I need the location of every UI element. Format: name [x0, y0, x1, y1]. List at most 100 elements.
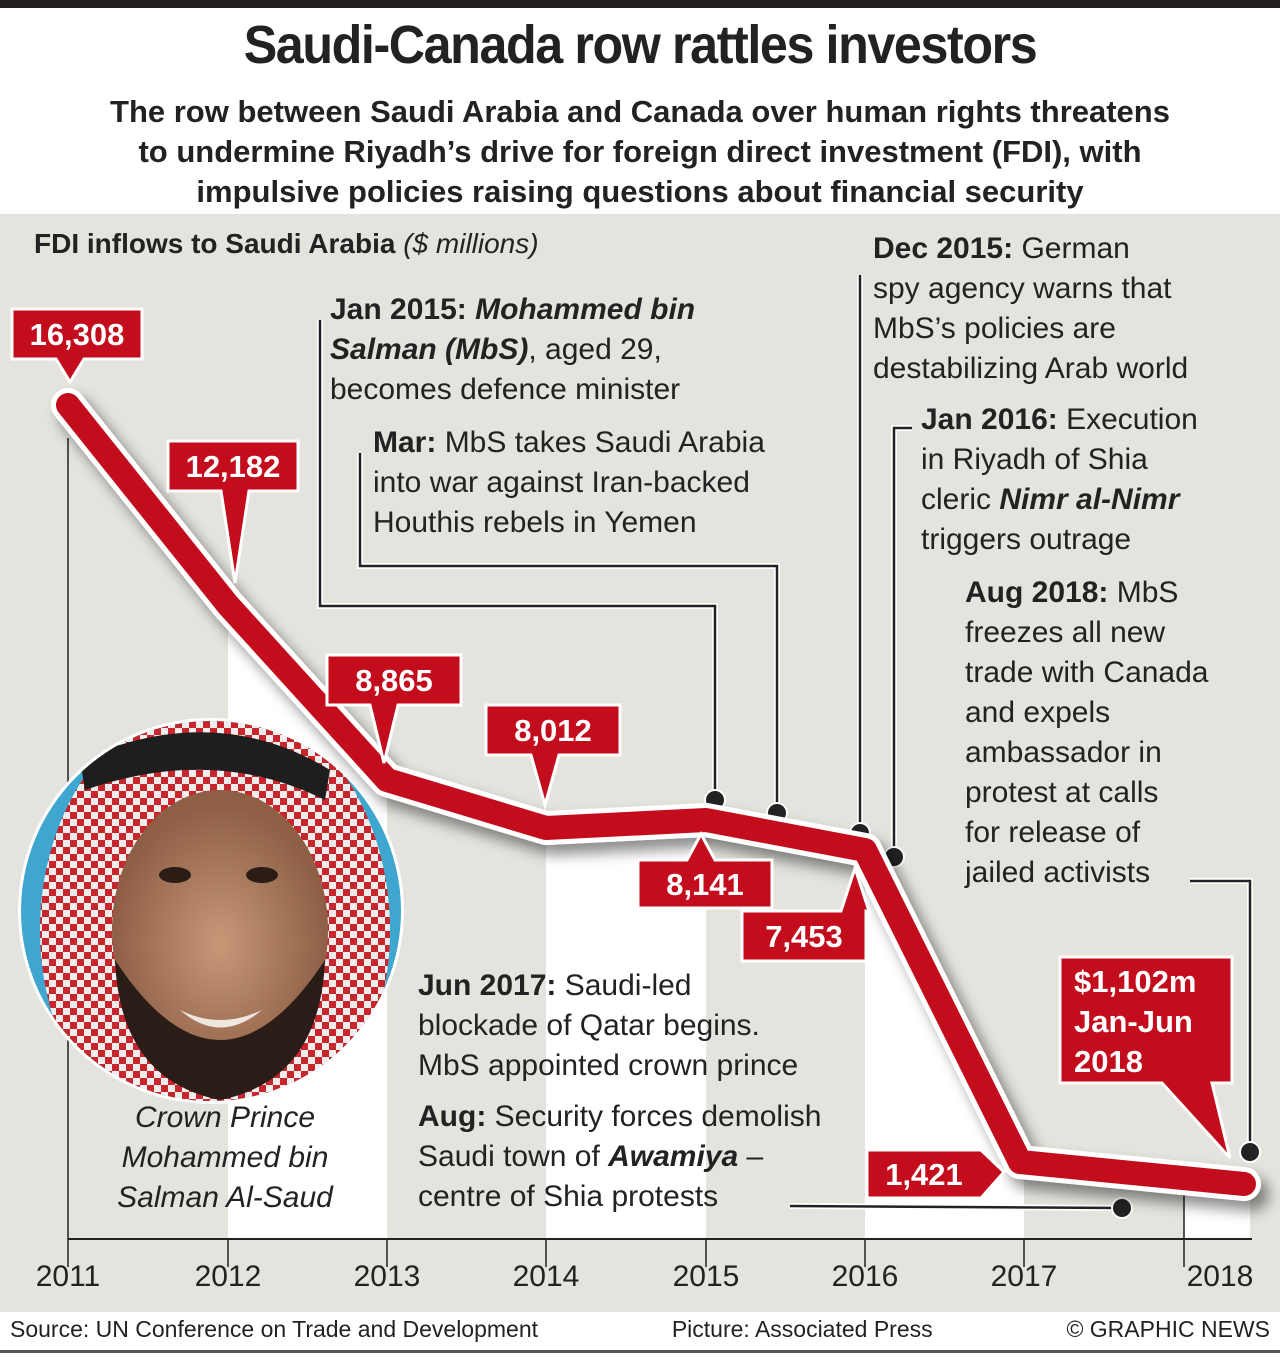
annotation-text: Awamiya	[608, 1140, 739, 1173]
connector-line	[892, 426, 912, 857]
value-label: 8,141	[666, 867, 744, 902]
annotation-text: Jan 2016:	[921, 403, 1067, 436]
x-tick-label: 2011	[35, 1260, 101, 1293]
connector-dot	[1241, 1143, 1259, 1161]
annotation-text: protest at calls	[965, 776, 1159, 809]
annotation-line: blockade of Qatar begins.	[418, 1006, 798, 1046]
connector-line	[1190, 879, 1252, 1152]
x-tick-label: 2016	[831, 1260, 899, 1293]
value-label: $1,102m	[1074, 964, 1196, 999]
annotation-line: Houthis rebels in Yemen	[373, 503, 765, 543]
annotation-line: MbS’s policies are	[873, 309, 1188, 349]
annotation-line: Mar: MbS takes Saudi Arabia	[373, 423, 765, 463]
value-callout	[865, 1148, 1007, 1200]
value-callout	[325, 653, 463, 764]
annotation-text: and expels	[965, 696, 1111, 729]
value-labels: 16,308 12,182 8,865 8,012 8,141 7,453 1,421 $1,…	[10, 307, 1234, 1200]
annotation-line: Aug 2018: MbS	[965, 573, 1209, 613]
annotation-text: Execution	[1066, 403, 1198, 436]
x-tick-label: 2012	[194, 1260, 262, 1293]
annotation-text: cleric	[921, 483, 1000, 516]
annotation-text: in Riyadh of Shia	[921, 443, 1148, 476]
bottom-rule	[0, 1350, 1280, 1353]
source-credit: Source: UN Conference on Trade and Devel…	[10, 1316, 539, 1342]
annotation-line: Jun 2017: Saudi-led	[418, 966, 798, 1006]
annotation-text: Nimr al-Nimr	[999, 483, 1180, 516]
annotation-text: Aug:	[418, 1100, 495, 1133]
value-label: 1,421	[885, 1157, 963, 1192]
annotation-jan2015: Jan 2015: Mohammed bin Salman (MbS), aged…	[330, 290, 695, 410]
annotation-text: MbS’s policies are	[873, 312, 1116, 345]
value-label: 7,453	[765, 919, 843, 954]
annotation-line: becomes defence minister	[330, 370, 695, 410]
annotation-text: Jun 2017:	[418, 969, 565, 1002]
annotation-text: Dec 2015:	[873, 232, 1022, 265]
annotation-line: Dec 2015: German	[873, 229, 1188, 269]
annotation-jun2017: Jun 2017: Saudi-led blockade of Qatar beg…	[418, 966, 798, 1086]
subtitle-line: to undermine Riyadh’s drive for foreign …	[138, 134, 1142, 169]
value-label: Jan-Jun	[1074, 1004, 1193, 1039]
top-rule	[0, 0, 1280, 8]
annotation-line: into war against Iran-backed	[373, 463, 765, 503]
annotation-text: MbS takes Saudi Arabia	[444, 426, 765, 459]
x-tick-label: 2015	[672, 1260, 740, 1293]
annotation-line: protest at calls	[965, 773, 1209, 813]
annotation-text: Houthis rebels in Yemen	[373, 506, 697, 539]
portrait-photo	[18, 718, 404, 1104]
annotation-text: , aged 29,	[528, 333, 662, 366]
subtitle-line: The row between Saudi Arabia and Canada …	[110, 94, 1170, 129]
annotation-line: ambassador in	[965, 733, 1209, 773]
annotation-text: becomes defence minister	[330, 373, 681, 406]
column-band	[546, 820, 706, 1239]
annotation-text: trade with Canada	[965, 656, 1209, 689]
annotation-text: freezes all new	[965, 616, 1166, 649]
value-callout	[740, 863, 872, 963]
chart-units: ($ millions)	[403, 228, 539, 259]
picture-credit: Picture: Associated Press	[671, 1316, 933, 1342]
annotation-text: Saudi-led	[564, 969, 692, 1002]
annotation-jan2016: Jan 2016: Execution in Riyadh of Shia cler…	[921, 400, 1198, 560]
annotation-text: jailed activists	[965, 856, 1151, 889]
copyright: © GRAPHIC NEWS	[1066, 1316, 1270, 1342]
annotation-text: Saudi town of	[418, 1140, 609, 1173]
annotation-text: MbS appointed crown prince	[418, 1049, 799, 1082]
annotation-text: Security forces demolish	[494, 1100, 822, 1133]
annotation-text: Aug 2018:	[965, 576, 1117, 609]
annotation-text: Mohammed bin	[475, 293, 696, 326]
connector-halo	[891, 425, 912, 857]
annotation-aug2017: Aug: Security forces demolish Saudi town …	[418, 1097, 821, 1217]
annotation-dec2015: Dec 2015: German spy agency warns that MbS…	[873, 229, 1188, 389]
annotation-line: cleric Nimr al-Nimr	[921, 480, 1198, 520]
x-tick-label: 2017	[990, 1260, 1058, 1293]
line-series	[56, 393, 1256, 1196]
annotation-text: triggers outrage	[921, 523, 1132, 556]
annotation-line: freezes all new	[965, 613, 1209, 653]
value-label: 8,012	[514, 713, 592, 748]
subtitle: The row between Saudi Arabia and Canada …	[0, 92, 1280, 212]
subtitle-line: impulsive policies raising questions abo…	[196, 174, 1084, 209]
fdi-line	[51, 388, 1261, 1201]
annotation-line: Jan 2015: Mohammed bin	[330, 290, 695, 330]
value-callout	[166, 439, 300, 584]
annotation-text: centre of Shia protests	[418, 1180, 719, 1213]
x-tick-label: 2018	[1186, 1260, 1254, 1293]
annotation-text: MbS	[1116, 576, 1179, 609]
x-tick-label: 2014	[512, 1260, 580, 1293]
value-callout	[484, 703, 622, 811]
annotation-text: German	[1021, 232, 1130, 265]
value-label: 12,182	[186, 449, 281, 484]
annotation-line: in Riyadh of Shia	[921, 440, 1198, 480]
page-title: Saudi-Canada row rattles investors	[243, 15, 1038, 75]
annotation-line: jailed activists	[965, 853, 1209, 893]
value-callout	[636, 830, 774, 910]
footer: Source: UN Conference on Trade and Devel…	[10, 1316, 1270, 1343]
annotation-line: Saudi town of Awamiya –	[418, 1137, 821, 1177]
value-label: 2018	[1074, 1044, 1143, 1079]
connector-line	[358, 453, 779, 813]
annotation-text: destabilizing Arab world	[873, 352, 1189, 385]
photo-caption: Crown Prince Mohammed bin Salman Al-Saud	[117, 1101, 333, 1214]
annotation-line: Jan 2016: Execution	[921, 400, 1198, 440]
connector-line	[318, 320, 717, 800]
value-label: 16,308	[30, 317, 125, 352]
annotation-line: triggers outrage	[921, 520, 1198, 560]
